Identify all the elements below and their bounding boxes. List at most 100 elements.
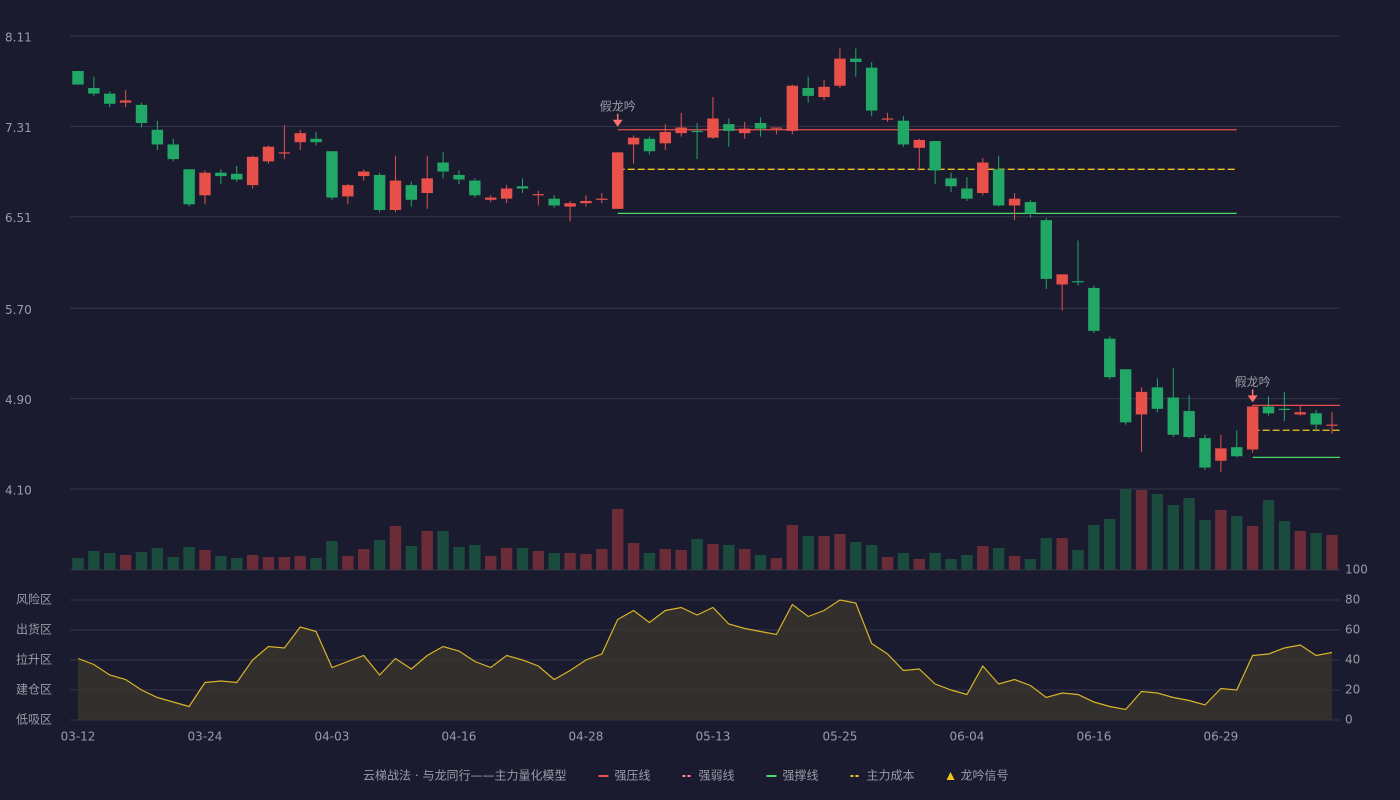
volume-bar <box>1135 490 1148 570</box>
candle-body <box>802 87 814 96</box>
candle-body <box>643 138 656 152</box>
candle-body <box>1040 220 1052 279</box>
volume-bar <box>1072 550 1084 570</box>
candle-body <box>881 118 894 120</box>
volume-bar <box>500 548 513 570</box>
candle-body <box>548 198 560 206</box>
volume-bar <box>215 556 227 570</box>
zone-label: 风险区 <box>16 592 52 607</box>
candle-body <box>294 133 306 143</box>
volume-bar <box>818 536 830 570</box>
x-tick-label: 06-29 <box>1203 730 1238 744</box>
indicator-area <box>78 600 1332 720</box>
zone-label: 拉升区 <box>16 652 52 667</box>
volume-bar <box>1310 533 1322 570</box>
candle-body <box>405 185 418 200</box>
volume-bar <box>532 551 545 570</box>
candle-body <box>754 122 767 129</box>
volume-bar <box>1008 556 1021 570</box>
volume-bar <box>119 555 132 570</box>
volume-bar <box>294 556 306 570</box>
volume-bar <box>373 540 386 570</box>
candle-body <box>389 180 402 210</box>
candle-body <box>469 180 481 196</box>
candle-body <box>453 174 465 180</box>
y-tick-label: 80 <box>1345 593 1360 607</box>
volume-bar <box>564 553 576 570</box>
volume-bar <box>1088 525 1100 570</box>
volume-bar <box>326 541 338 570</box>
volume-bar <box>1231 516 1243 570</box>
y-tick-label: 40 <box>1345 653 1360 667</box>
x-tick-label: 04-28 <box>569 730 604 744</box>
x-tick-label: 03-12 <box>61 730 96 744</box>
candle-body <box>167 144 179 160</box>
volume-bar <box>342 556 354 570</box>
candle-body <box>151 129 164 145</box>
candle-body <box>897 120 910 145</box>
volume-bar <box>516 548 529 570</box>
volume-bar <box>1183 498 1195 570</box>
volume-bar <box>453 547 465 570</box>
volume-bar <box>992 548 1005 570</box>
candle-body <box>1008 198 1021 206</box>
candle-body <box>1151 387 1164 409</box>
candle-body <box>707 118 719 138</box>
candle-body <box>786 85 799 131</box>
volume-bar <box>1262 500 1275 570</box>
volume-bar <box>834 534 846 570</box>
candle-body <box>1072 281 1084 283</box>
volume-bar <box>167 557 179 570</box>
volume-bar <box>881 557 894 570</box>
volume-bar <box>659 549 672 570</box>
volume-bar <box>1215 510 1227 570</box>
candle-body <box>1326 424 1338 426</box>
volume-bar <box>802 536 814 570</box>
indicator-line <box>77 599 1333 711</box>
candle-body <box>1135 391 1148 415</box>
volume-bar <box>405 546 418 570</box>
legend-label: 强压线 <box>614 769 650 783</box>
candle-body <box>278 152 291 154</box>
candle-body <box>738 128 751 134</box>
volume-bar <box>786 525 799 570</box>
volume-bar <box>675 550 687 570</box>
volume-bar <box>596 549 608 570</box>
y-tick-label: 0 <box>1345 713 1353 727</box>
candle-body <box>1246 406 1259 450</box>
volume-bar <box>738 549 751 570</box>
volume-bar <box>358 549 370 570</box>
volume-bar <box>469 545 481 570</box>
volume-bar <box>961 555 973 570</box>
candle-body <box>1056 274 1068 285</box>
x-tick-label: 05-25 <box>822 730 857 744</box>
candle-body <box>627 137 640 145</box>
signal-arrowhead <box>1247 395 1258 403</box>
volume-bar <box>1294 531 1306 570</box>
volume-bar <box>643 553 656 570</box>
y-tick-label: 5.70 <box>5 303 32 317</box>
volume-bar <box>421 531 433 570</box>
volume-bar <box>1151 494 1164 570</box>
legend-label: 龙吟信号 <box>961 768 1009 783</box>
candle-body <box>246 156 259 186</box>
volume-bar <box>104 553 116 570</box>
x-tick-label: 05-13 <box>695 730 730 744</box>
volume-bar <box>1040 538 1052 570</box>
zone-label: 建仓区 <box>16 683 52 697</box>
candle-body <box>929 141 941 171</box>
candle-body <box>183 169 195 205</box>
candle-body <box>675 127 687 134</box>
candle-body <box>1119 369 1132 423</box>
candle-body <box>310 138 322 143</box>
volume-bar <box>1167 505 1179 570</box>
legend-label: 强撑线 <box>782 768 818 783</box>
candle-body <box>104 93 116 104</box>
candle-body <box>262 146 275 162</box>
volume-bar <box>548 553 560 570</box>
volume-bar <box>611 509 624 570</box>
volume-bar <box>262 557 275 570</box>
volume-bar <box>977 546 989 570</box>
volume-bar <box>278 557 291 570</box>
